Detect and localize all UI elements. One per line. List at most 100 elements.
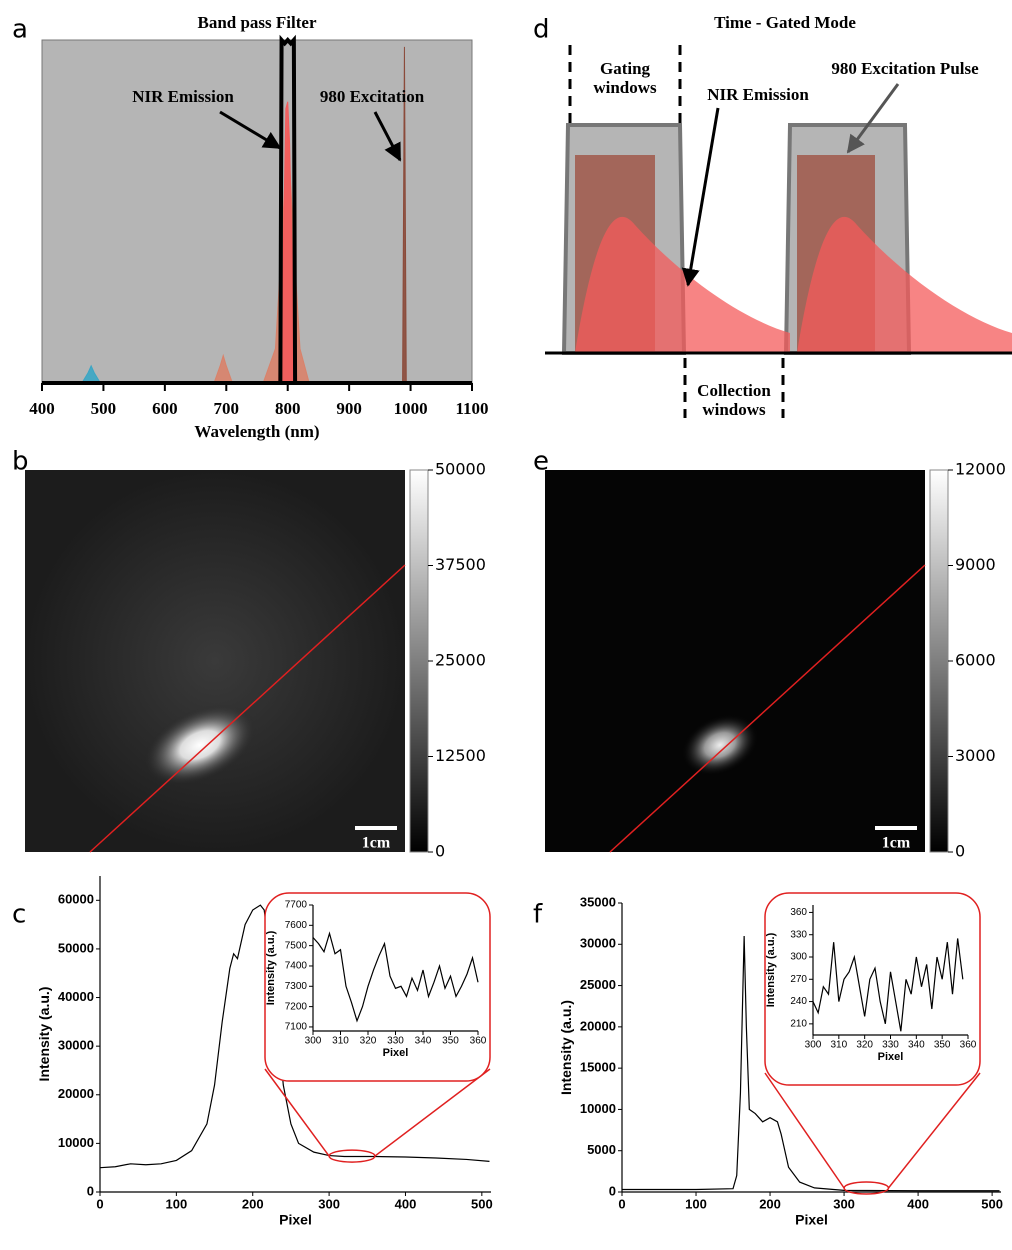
x-tick-label: 300 — [305, 1036, 322, 1047]
panel-label: a — [12, 15, 28, 45]
x-tick-label: 200 — [759, 1196, 781, 1211]
colorbar-tick-label: 6000 — [955, 651, 996, 670]
colorbar-tick-label: 12000 — [955, 460, 1006, 479]
x-tick-label: 360 — [960, 1040, 977, 1051]
panel-label: f — [533, 900, 543, 930]
x-tick-label: 330 — [882, 1040, 899, 1051]
filter-outline — [275, 34, 300, 385]
x-axis-label: Pixel — [383, 1047, 409, 1059]
x-tick-label: 350 — [442, 1036, 459, 1047]
y-tick-label: 300 — [790, 952, 807, 963]
x-tick-label: 600 — [152, 399, 178, 418]
y-tick-label: 7500 — [285, 940, 308, 951]
x-tick-label: 320 — [360, 1036, 377, 1047]
x-tick-label: 340 — [908, 1040, 925, 1051]
colorbar — [929, 469, 949, 853]
y-tick-label: 30000 — [580, 936, 616, 951]
emission-spot — [681, 714, 759, 776]
x-tick-label: 400 — [907, 1196, 929, 1211]
y-tick-label: 30000 — [58, 1038, 94, 1053]
gating-label: Gating — [600, 59, 651, 78]
x-tick-label: 310 — [332, 1036, 349, 1047]
inset-frame — [764, 892, 981, 1086]
line-series — [622, 936, 1000, 1192]
line-series — [812, 938, 964, 1032]
panel-label: c — [12, 900, 26, 930]
gating-label: windows — [593, 78, 657, 97]
y-tick-label: 270 — [790, 974, 807, 985]
emission-decay — [797, 216, 1012, 353]
x-tick-label: 300 — [805, 1040, 822, 1051]
x-tick-label: 300 — [318, 1196, 340, 1211]
image — [25, 470, 405, 852]
y-tick-label: 7200 — [285, 1001, 308, 1012]
x-tick-label: 350 — [934, 1040, 951, 1051]
x-tick-label: 500 — [91, 399, 117, 418]
y-tick-label: 60000 — [58, 892, 94, 907]
x-axis-label: Pixel — [279, 1211, 312, 1227]
line-series — [99, 904, 490, 1169]
x-axis-label: Wavelength (nm) — [194, 422, 319, 441]
x-tick-label: 100 — [685, 1196, 707, 1211]
emission-spot — [143, 704, 257, 786]
plot-background — [41, 39, 473, 384]
colorbar-tick-label: 50000 — [435, 460, 486, 479]
y-axis-label: Intensity (a.u.) — [265, 930, 277, 1005]
emission-label: NIR Emission — [707, 85, 809, 104]
y-tick-label: 50000 — [58, 940, 94, 955]
y-tick-label: 15000 — [580, 1060, 616, 1075]
scale-bar-label: 1cm — [362, 835, 391, 852]
emission-arrow — [681, 107, 720, 287]
y-tick-label: 0 — [87, 1183, 94, 1198]
x-tick-label: 800 — [275, 399, 301, 418]
x-tick-label: 700 — [214, 399, 240, 418]
y-tick-label: 35000 — [580, 894, 616, 909]
diagram-title: Time - Gated Mode — [714, 13, 856, 32]
zoom-connector — [887, 1072, 981, 1189]
y-tick-label: 330 — [790, 929, 807, 940]
x-tick-label: 0 — [96, 1196, 103, 1211]
y-tick-label: 7300 — [285, 981, 308, 992]
y-axis-label: Intensity (a.u.) — [558, 1000, 574, 1095]
x-tick-label: 200 — [242, 1196, 264, 1211]
x-tick-label: 100 — [166, 1196, 188, 1211]
y-tick-label: 210 — [790, 1018, 807, 1029]
annotation-arrow — [373, 111, 402, 162]
x-tick-label: 500 — [981, 1196, 1003, 1211]
x-tick-label: 330 — [387, 1036, 404, 1047]
x-tick-label: 300 — [833, 1196, 855, 1211]
y-tick-label: 7700 — [285, 900, 308, 911]
panel-label: b — [12, 447, 29, 477]
panel-label: e — [533, 447, 549, 477]
x-tick-label: 360 — [470, 1036, 487, 1047]
x-axis-label: Pixel — [878, 1051, 904, 1063]
zoom-connector — [764, 1072, 845, 1189]
y-tick-label: 10000 — [580, 1101, 616, 1116]
colorbar-tick-label: 3000 — [955, 746, 996, 765]
annotation-arrow — [219, 110, 282, 150]
zoom-connector — [264, 1068, 330, 1157]
colorbar — [409, 469, 429, 853]
pulse-label: 980 Excitation Pulse — [831, 59, 979, 78]
x-tick-label: 900 — [336, 399, 362, 418]
profile-line — [89, 564, 406, 853]
line-series — [312, 931, 479, 1023]
zoom-connector — [374, 1068, 491, 1157]
annotation: 980 Excitation — [320, 87, 425, 106]
x-tick-label: 0 — [618, 1196, 625, 1211]
x-tick-label: 1000 — [394, 399, 428, 418]
x-tick-label: 320 — [856, 1040, 873, 1051]
y-tick-label: 240 — [790, 996, 807, 1007]
y-tick-label: 0 — [609, 1183, 616, 1198]
inset-frame — [264, 892, 491, 1082]
y-axis-label: Intensity (a.u.) — [36, 987, 52, 1082]
x-tick-label: 310 — [830, 1040, 847, 1051]
profile-line — [609, 564, 926, 853]
y-tick-label: 7600 — [285, 920, 308, 931]
x-tick-label: 400 — [29, 399, 55, 418]
y-tick-label: 40000 — [58, 989, 94, 1004]
panel-label: d — [533, 15, 550, 45]
x-tick-label: 500 — [471, 1196, 493, 1211]
y-tick-label: 360 — [790, 907, 807, 918]
colorbar-tick-label: 25000 — [435, 651, 486, 670]
